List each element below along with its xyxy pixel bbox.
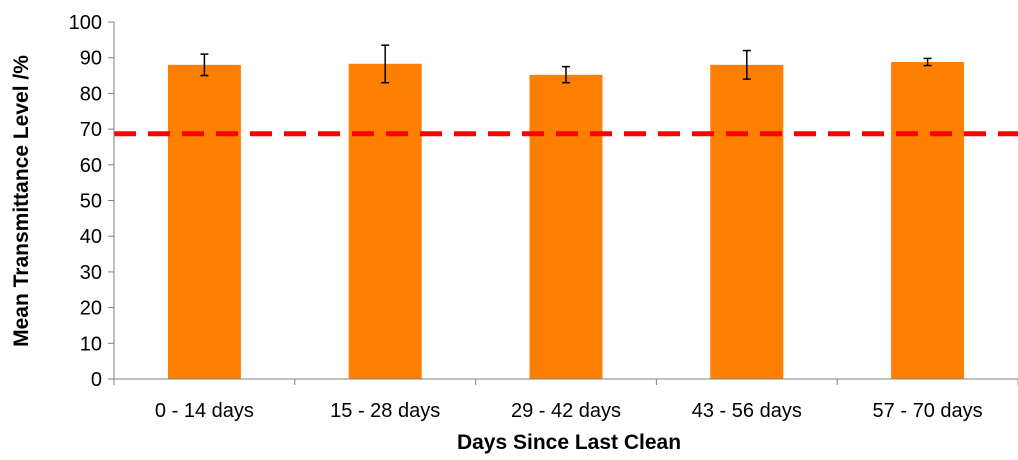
error-bar — [923, 57, 932, 67]
bars — [167, 61, 965, 379]
y-tick-label: 70 — [80, 119, 102, 141]
y-tick-label: 30 — [80, 262, 102, 284]
y-axis-ticks: 0 10 20 30 40 50 60 70 80 90 100 — [69, 12, 114, 391]
y-axis-title: Mean Transmittance Level /% — [10, 55, 33, 347]
error-bar — [742, 49, 751, 80]
error-bars — [200, 44, 932, 84]
y-tick-label: 60 — [80, 155, 102, 177]
bar — [891, 61, 965, 379]
x-axis-ticks: 0 - 14 days 15 - 28 days 29 - 42 days 43 - … — [113, 379, 1018, 422]
y-tick-label: 10 — [80, 333, 102, 355]
y-tick-label: 80 — [80, 83, 102, 105]
error-bar — [381, 44, 390, 84]
bar — [529, 74, 603, 379]
x-tick-label: 43 - 56 days — [692, 400, 802, 422]
error-bar — [562, 65, 570, 84]
error-bar — [200, 53, 209, 77]
y-tick-label: 50 — [80, 191, 102, 213]
bar — [167, 64, 241, 379]
y-tick-label: 40 — [80, 226, 102, 248]
x-tick-label: 29 - 42 days — [511, 400, 621, 422]
x-tick-label: 15 - 28 days — [330, 400, 440, 422]
x-tick-label: 57 - 70 days — [873, 400, 983, 422]
y-tick-label: 100 — [69, 12, 102, 34]
bar — [348, 63, 422, 379]
x-axis-title: Days Since Last Clean — [457, 431, 681, 454]
y-tick-label: 0 — [91, 369, 102, 391]
y-tick-label: 90 — [80, 48, 102, 70]
y-tick-label: 20 — [80, 298, 102, 320]
x-tick-label: 0 - 14 days — [155, 400, 254, 422]
bar — [710, 64, 784, 379]
